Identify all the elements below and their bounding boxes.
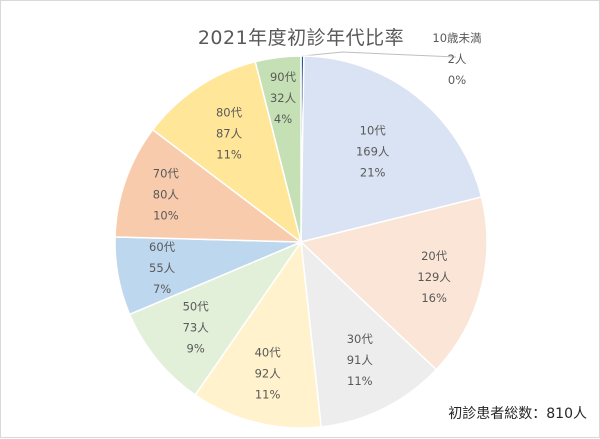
slice-percent: 11% <box>255 388 281 402</box>
slice-count: 87人 <box>216 126 243 140</box>
slice-percent: 10% <box>153 209 179 223</box>
slice-count: 32人 <box>270 91 297 105</box>
slice-count: 80人 <box>153 188 180 202</box>
total-patients-label: 初診患者総数：810人 <box>448 406 587 422</box>
slice-percent: 11% <box>347 374 373 388</box>
slice-count: 92人 <box>255 367 282 381</box>
slice-percent: 21% <box>360 166 386 180</box>
slice-count: 169人 <box>356 145 390 159</box>
pie-slice <box>300 240 438 428</box>
slice-label: 10代 <box>360 124 387 138</box>
slice-percent: 16% <box>421 291 447 305</box>
slice-count: 55人 <box>149 261 176 275</box>
slice-percent: 7% <box>153 282 171 296</box>
slice-percent: 0% <box>448 73 466 87</box>
pie-slice <box>151 60 303 244</box>
slice-label: 40代 <box>255 346 282 360</box>
pie-slice <box>114 128 304 243</box>
pie-slice <box>194 239 322 429</box>
slice-percent: 9% <box>187 342 205 356</box>
slice-count: 2人 <box>448 52 467 66</box>
pie-slice <box>299 196 488 371</box>
slice-label: 80代 <box>216 105 243 119</box>
pie-slice <box>254 55 302 243</box>
pie-slice <box>128 240 304 397</box>
slice-count: 129人 <box>417 270 451 284</box>
slice-percent: 11% <box>216 147 242 161</box>
slice-label: 30代 <box>347 332 374 346</box>
slice-label: 10歳未満 <box>432 31 481 45</box>
slice-percent: 4% <box>274 112 292 126</box>
slice-count: 73人 <box>183 321 210 335</box>
slice-label: 60代 <box>149 240 176 254</box>
slice-count: 91人 <box>347 353 374 367</box>
slice-label: 90代 <box>270 70 297 84</box>
pie-slice <box>300 55 483 243</box>
slice-label: 70代 <box>153 167 180 181</box>
leader-line <box>302 51 457 58</box>
slice-label: 50代 <box>183 300 210 314</box>
chart-title: 2021年度初診年代比率 <box>197 27 405 49</box>
slice-label: 20代 <box>421 249 448 263</box>
